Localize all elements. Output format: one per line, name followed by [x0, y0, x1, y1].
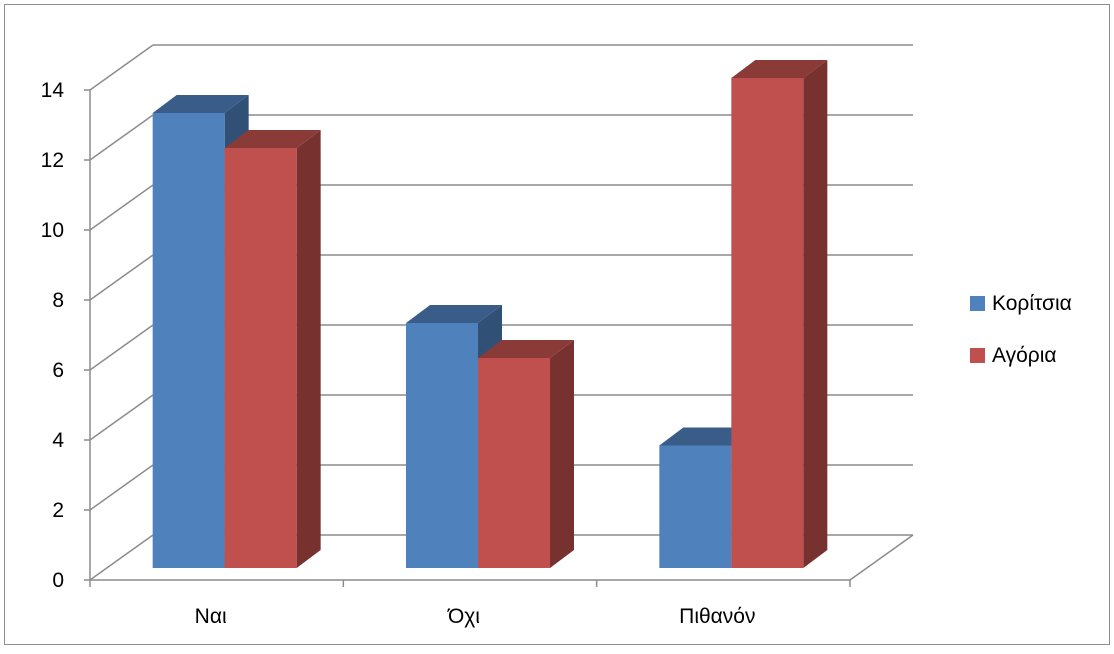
bar-top — [478, 340, 574, 358]
bar-top — [152, 95, 249, 113]
bar — [731, 78, 804, 568]
bar-top — [406, 305, 502, 323]
y-tick-label: 6 — [52, 359, 64, 382]
legend-swatch — [970, 348, 985, 363]
y-tick-label: 4 — [52, 429, 64, 452]
y-tick-label: 0 — [52, 569, 64, 592]
gridline-side — [89, 394, 154, 441]
bar-side — [550, 340, 574, 568]
gridline-side — [89, 324, 154, 371]
bars-layer — [152, 60, 828, 568]
y-tick-label: 10 — [41, 219, 64, 242]
bar-top — [224, 130, 321, 148]
floor-right-edge — [849, 534, 914, 581]
y-tick-label: 14 — [41, 79, 65, 102]
bar-side — [296, 130, 321, 568]
bar — [406, 323, 478, 568]
gridline-side — [89, 184, 154, 231]
bar — [478, 358, 550, 568]
gridline-side — [89, 254, 154, 301]
gridline-side — [89, 44, 154, 91]
legend-label: Κορίτσια — [992, 292, 1072, 315]
x-tick-label: Όχι — [447, 605, 480, 628]
bar-side — [803, 60, 828, 568]
legend-swatch — [970, 296, 985, 311]
bar — [152, 113, 225, 568]
x-tick-label: Πιθανόν — [679, 605, 755, 628]
gridline-side — [89, 114, 154, 161]
gridline-side — [89, 534, 154, 581]
y-tick-label: 2 — [52, 499, 64, 522]
y-tick-label: 8 — [52, 289, 64, 312]
gridline-side — [89, 464, 154, 511]
bar — [659, 445, 732, 568]
y-tick-label: 12 — [41, 149, 64, 172]
x-tick-label: Ναι — [195, 605, 227, 628]
label-layer: 0 2 4 6 8 10 12 14 Ναι Όχι Πιθανόν — [41, 79, 756, 628]
bar — [224, 148, 297, 568]
legend: Κορίτσια Αγόρια — [970, 292, 1072, 367]
legend-label: Αγόρια — [992, 344, 1057, 367]
axis-layer — [84, 89, 851, 587]
bar-top — [731, 60, 828, 78]
